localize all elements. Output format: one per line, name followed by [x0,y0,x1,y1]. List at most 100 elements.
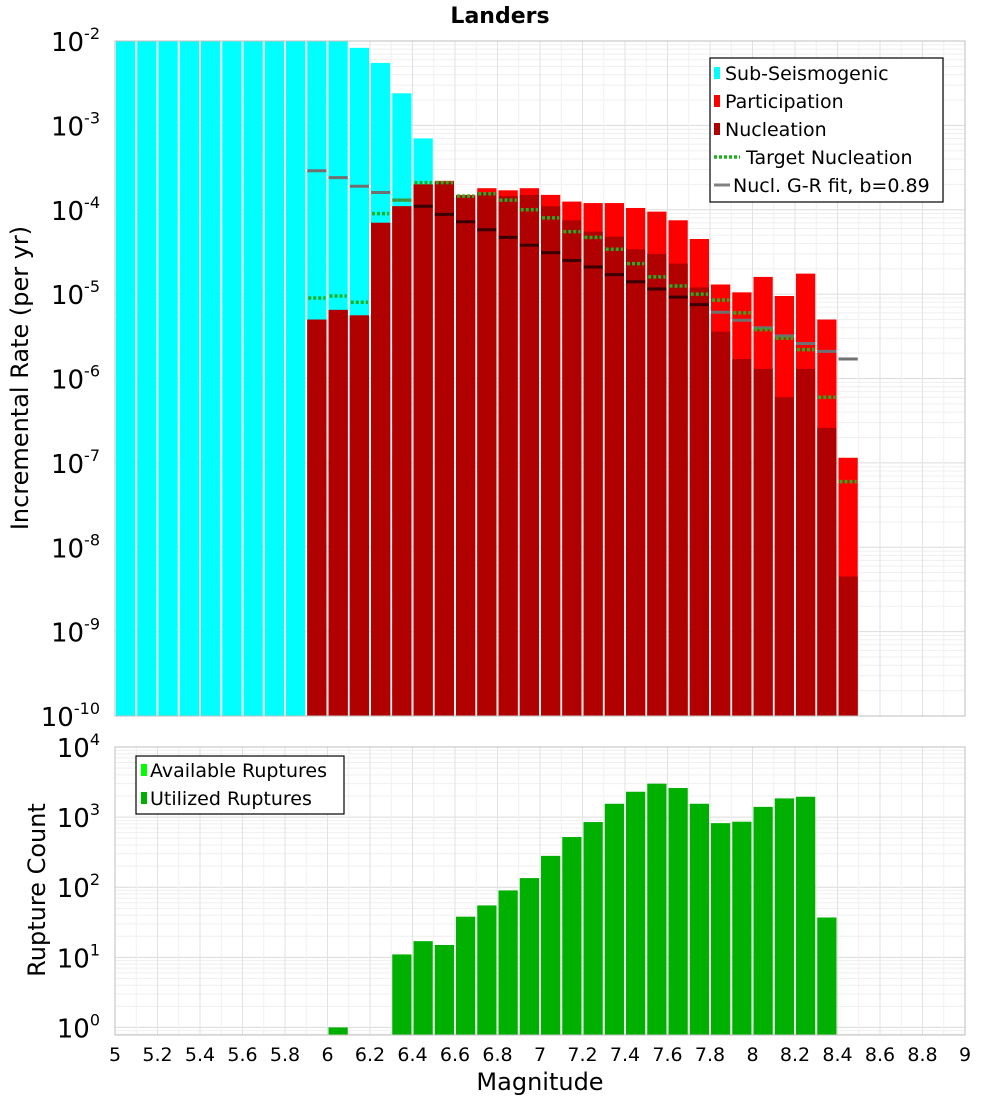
nucleation-bar [519,194,539,716]
sub-seismogenic-bar [137,41,157,716]
x-tick-label: 7.8 [695,1044,725,1066]
x-tick-label: 8.4 [822,1044,852,1066]
sub-seismogenic-bar [286,41,306,716]
nucleation-bar [732,359,752,716]
sub-seismogenic-bar [264,41,284,716]
x-tick-label: 6.4 [397,1044,427,1066]
sub-seismogenic-bar [222,41,242,716]
x-tick-label: 8.2 [780,1044,810,1066]
legend-swatch-available [141,764,147,776]
utilized-ruptures-bar [456,916,476,1035]
nucleation-bar [774,397,794,716]
sub-seismogenic-bar [179,41,199,716]
top-y-tick-label: 10-5 [51,277,100,311]
nucleation-bar [392,206,412,716]
x-tick-label: 7.6 [652,1044,682,1066]
utilized-ruptures-bar [817,917,837,1035]
sub-seismogenic-bar [243,41,263,716]
x-tick-label: 5.8 [270,1044,300,1066]
nucleation-bar [413,184,433,717]
utilized-ruptures-bar [647,783,667,1035]
legend-swatch-utilized [141,792,147,804]
top-legend-box [709,57,944,203]
x-tick-label: 7.2 [567,1044,597,1066]
bottom-legend: Available Ruptures Utilized Ruptures [135,755,345,815]
x-tick-label: 5.2 [142,1044,172,1066]
top-y-tick-label: 10-7 [51,446,100,480]
top-plot-frame [114,40,966,717]
nucleation-bar [753,368,773,716]
top-y-tick-label: 10-10 [41,699,100,733]
legend-swatch-participation [714,95,720,107]
x-tick-label: 8.8 [907,1044,937,1066]
nucleation-bar [477,192,497,717]
utilized-ruptures-bar [477,905,497,1035]
x-tick-label: 9 [959,1044,971,1066]
legend-label-nucleation: Nucleation [725,119,827,141]
nucleation-bar [498,196,518,716]
bottom-y-tick-label: 100 [57,1010,100,1044]
utilized-ruptures-bar [668,788,688,1035]
legend-label-available: Available Ruptures [150,760,327,782]
nucleation-bar [307,319,327,716]
utilized-ruptures-bar [541,855,561,1035]
nucleation-bar [626,249,646,716]
utilized-ruptures-bar [732,821,752,1035]
nucleation-bar [838,576,858,716]
utilized-ruptures-bar [328,1027,348,1035]
sub-seismogenic-bar [158,41,178,716]
nucleation-bar [817,427,837,716]
utilized-ruptures-bar [689,803,709,1035]
utilized-ruptures-bar [774,798,794,1035]
utilized-ruptures-bar [434,944,454,1035]
utilized-ruptures-bar [753,806,773,1035]
nucleation-bar [711,331,731,716]
legend-swatch-sub-seismogenic [714,67,720,79]
nucleation-bar [371,222,391,716]
nucleation-bar [434,182,454,716]
top-y-tick-label: 10-8 [51,530,100,564]
sub-seismogenic-bar [201,41,221,716]
utilized-ruptures-bar [711,823,731,1035]
utilized-ruptures-bar [626,791,646,1035]
nucleation-bar [604,236,624,716]
legend-label-fit: Nucl. G-R fit, b=0.89 [733,175,930,197]
nucleation-bar [456,196,476,716]
bottom-y-tick-label: 101 [57,940,100,974]
x-tick-label: 8 [746,1044,758,1066]
nucleation-bar [796,368,816,716]
bottom-y-axis-label: Rupture Count [23,803,51,977]
x-tick-label: 7 [534,1044,546,1066]
nucleation-bar [562,220,582,717]
top-y-tick-label: 10-6 [51,362,100,396]
top-y-tick-label: 10-3 [51,108,100,142]
legend-label-participation: Participation [725,91,844,113]
legend-label-target: Target Nucleation [745,147,913,169]
top-y-tick-label: 10-9 [51,615,100,649]
x-tick-label: 7.4 [610,1044,640,1066]
nucleation-bar [541,206,561,716]
legend-label-utilized: Utilized Ruptures [150,788,312,810]
chart-title: Landers [450,4,549,29]
nucleation-bar [349,315,369,716]
bottom-legend-box [135,755,345,815]
x-axis-label: Magnitude [476,1068,603,1096]
nucleation-bar [328,309,348,716]
utilized-ruptures-bar [498,890,518,1035]
nucleation-bar [583,231,603,716]
utilized-ruptures-bar [583,822,603,1035]
x-tick-label: 6.2 [355,1044,385,1066]
x-tick-label: 5.6 [227,1044,257,1066]
nucleation-bar [668,263,688,716]
sub-seismogenic-bar [116,41,136,716]
bottom-y-tick-label: 103 [57,800,100,834]
bottom-plot-frame [114,746,966,1036]
x-tick-label: 6.6 [440,1044,470,1066]
top-y-tick-label: 10-4 [51,193,100,227]
top-y-axis-label: Incremental Rate (per yr) [6,226,34,530]
utilized-ruptures-bar [562,837,582,1035]
x-tick-label: 8.6 [865,1044,895,1066]
x-tick-label: 5.4 [185,1044,215,1066]
